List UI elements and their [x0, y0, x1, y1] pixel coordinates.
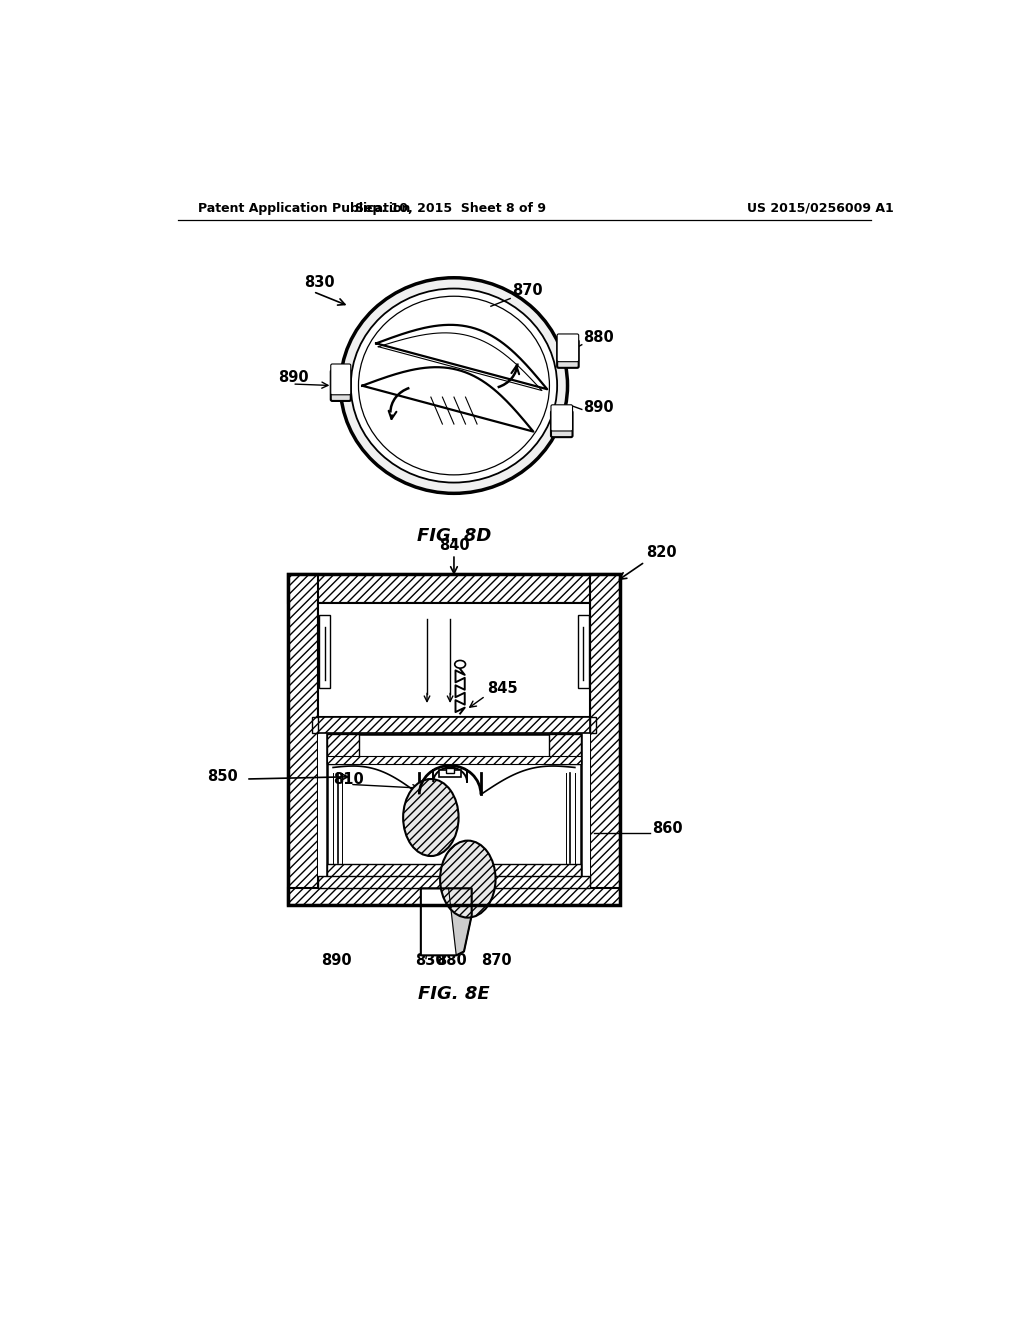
Bar: [439, 770, 461, 777]
Ellipse shape: [340, 277, 567, 494]
Text: 820: 820: [646, 545, 677, 560]
Text: 890: 890: [584, 400, 614, 416]
Ellipse shape: [351, 289, 557, 483]
Polygon shape: [362, 367, 534, 432]
Bar: [327, 756, 581, 763]
Bar: [327, 734, 359, 763]
Text: 830: 830: [416, 953, 446, 969]
Text: 810: 810: [333, 772, 364, 788]
Bar: [319, 615, 330, 688]
Bar: [317, 876, 590, 888]
Text: 880: 880: [584, 330, 614, 345]
Bar: [317, 603, 590, 888]
Bar: [327, 734, 581, 876]
Ellipse shape: [440, 841, 496, 917]
FancyBboxPatch shape: [557, 341, 579, 368]
Bar: [590, 574, 620, 906]
Text: 860: 860: [652, 821, 682, 836]
Text: Sep. 10, 2015  Sheet 8 of 9: Sep. 10, 2015 Sheet 8 of 9: [354, 202, 546, 215]
Bar: [311, 718, 317, 733]
Bar: [289, 574, 620, 906]
Text: US 2015/0256009 A1: US 2015/0256009 A1: [746, 202, 893, 215]
Bar: [446, 768, 454, 774]
Text: 850: 850: [208, 768, 239, 784]
Text: 830: 830: [304, 275, 335, 290]
Text: 840: 840: [438, 537, 469, 553]
FancyBboxPatch shape: [551, 405, 572, 430]
FancyBboxPatch shape: [331, 364, 351, 395]
Text: FIG. 8D: FIG. 8D: [417, 527, 492, 545]
Text: 890: 890: [279, 370, 309, 384]
Ellipse shape: [455, 660, 466, 668]
Ellipse shape: [358, 296, 550, 475]
FancyBboxPatch shape: [557, 334, 579, 362]
Polygon shape: [449, 888, 472, 956]
Text: Patent Application Publication: Patent Application Publication: [199, 202, 411, 215]
Bar: [289, 574, 317, 906]
Polygon shape: [421, 888, 472, 956]
Polygon shape: [376, 325, 547, 389]
FancyBboxPatch shape: [331, 370, 351, 401]
Bar: [549, 734, 581, 763]
Text: FIG. 8E: FIG. 8E: [418, 985, 489, 1003]
Text: 845: 845: [487, 681, 518, 696]
Bar: [590, 718, 596, 733]
Bar: [289, 888, 620, 906]
Text: 870: 870: [512, 284, 543, 298]
FancyBboxPatch shape: [551, 411, 572, 437]
Bar: [327, 865, 581, 876]
Text: 880: 880: [436, 953, 467, 969]
Text: 890: 890: [322, 953, 352, 969]
Bar: [289, 574, 620, 906]
Text: 870: 870: [481, 953, 512, 969]
Ellipse shape: [403, 779, 459, 857]
Bar: [578, 615, 589, 688]
Bar: [289, 574, 620, 603]
Bar: [317, 603, 590, 718]
Bar: [317, 718, 590, 733]
